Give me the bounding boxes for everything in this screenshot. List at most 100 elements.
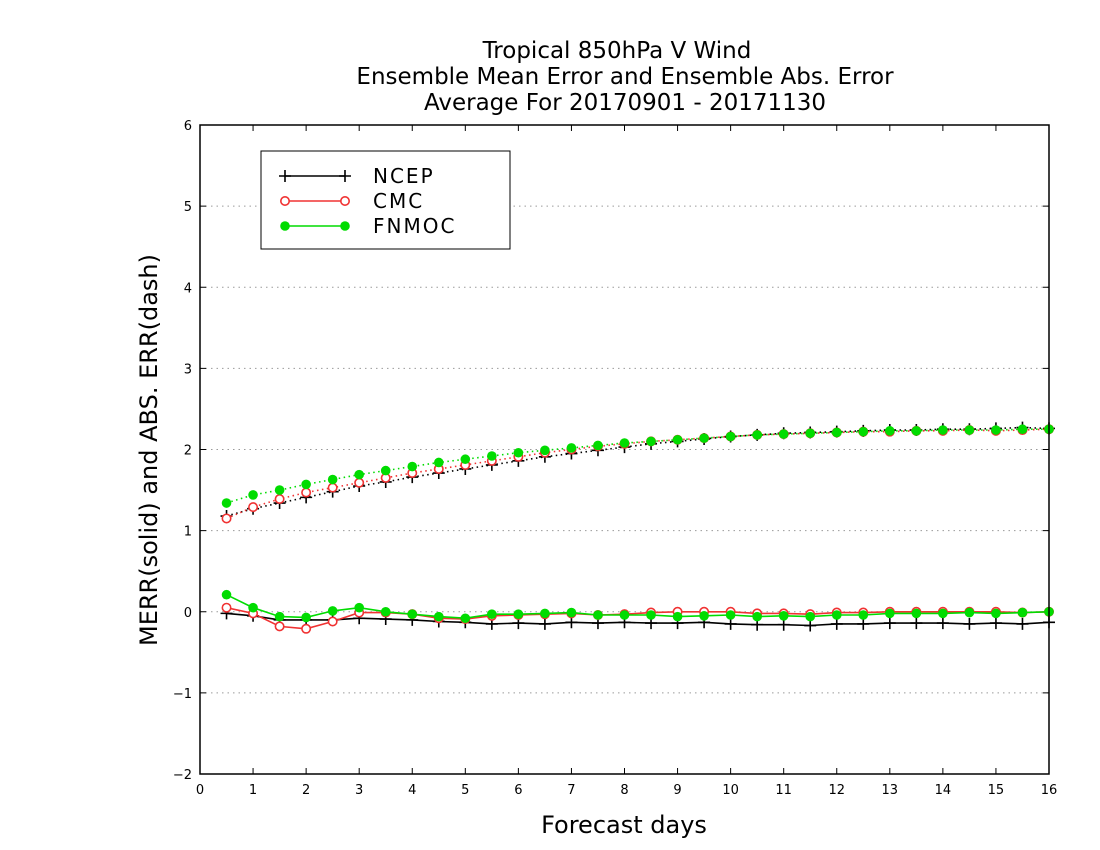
- cmc-abs-err-point: [274, 493, 285, 504]
- fnmoc-merr-point: [964, 607, 975, 618]
- ncep-merr-point: [538, 617, 551, 630]
- fnmoc-abs-err-point: [221, 498, 232, 508]
- legend-marker-cmc: [279, 196, 290, 207]
- fnmoc-abs-err-point: [433, 457, 444, 468]
- cmc-merr-point: [274, 621, 285, 632]
- x-tick-label: 10: [722, 783, 739, 798]
- fnmoc-abs-err-point: [274, 485, 285, 495]
- fnmoc-abs-err-point: [911, 426, 922, 436]
- fnmoc-merr-point: [407, 609, 418, 619]
- x-tick-label: 2: [302, 783, 310, 798]
- fnmoc-abs-err-point: [858, 426, 869, 437]
- title-line-2: Ensemble Mean Error and Ensemble Abs. Er…: [356, 64, 894, 90]
- fnmoc-abs-err-point: [513, 447, 524, 458]
- fnmoc-merr-point: [619, 610, 630, 620]
- ncep-abs-err-line: [226, 426, 1050, 517]
- legend-box: [260, 150, 511, 250]
- series-layer: [220, 421, 1055, 634]
- legend-marker-ncep: [339, 170, 351, 182]
- x-axis-label: Forecast days: [541, 811, 707, 839]
- legend-label-cmc: CMC: [373, 189, 424, 213]
- fnmoc-merr-point: [248, 602, 258, 613]
- legend-marker-fnmoc: [280, 221, 290, 231]
- fnmoc-abs-err-point: [964, 425, 975, 435]
- y-tick-label: 0: [184, 606, 192, 621]
- legend-marker-fnmoc: [340, 221, 350, 231]
- fnmoc-merr-line: [226, 593, 1050, 620]
- x-tick-label: 12: [828, 783, 845, 798]
- y-axis-label: MERR(solid) and ABS. ERR(dash): [135, 254, 163, 646]
- y-tick-label: 2: [184, 444, 192, 459]
- title-line-1: Tropical 850hPa V Wind: [482, 38, 752, 64]
- y-tick-label: 6: [184, 119, 192, 134]
- legend-marker-cmc: [339, 196, 350, 207]
- fnmoc-merr-point: [858, 610, 869, 620]
- fnmoc-abs-err-point: [540, 445, 550, 456]
- x-tick-label: 11: [775, 783, 792, 798]
- cmc-abs-err-point: [221, 513, 232, 524]
- ncep-merr-point: [1016, 617, 1029, 630]
- fnmoc-merr-point: [699, 611, 709, 621]
- fnmoc-merr-point: [752, 611, 762, 622]
- plot-frame: [199, 124, 1050, 775]
- cmc-abs-err-point: [248, 502, 259, 513]
- y-tick-label: 5: [184, 200, 192, 215]
- x-tick-label: 14: [935, 783, 952, 798]
- ncep-merr-point: [777, 618, 790, 631]
- x-tick-label: 15: [988, 783, 1005, 798]
- fnmoc-merr-point: [725, 610, 736, 620]
- cmc-merr-point: [301, 623, 312, 634]
- fnmoc-merr-point: [513, 609, 524, 619]
- fnmoc-abs-err-point: [778, 429, 789, 439]
- fnmoc-abs-err-point: [938, 425, 948, 435]
- fnmoc-merr-point: [646, 610, 656, 620]
- fnmoc-merr-point: [327, 606, 338, 616]
- fnmoc-abs-err-point: [460, 454, 471, 465]
- ncep-merr-point: [830, 617, 843, 630]
- ncep-merr-point: [910, 617, 923, 630]
- x-tick-label: 3: [355, 783, 363, 798]
- fnmoc-abs-err-point: [380, 465, 391, 476]
- fnmoc-merr-point: [938, 608, 948, 619]
- y-tick-label: 1: [184, 525, 192, 540]
- fnmoc-abs-err-point: [725, 431, 736, 442]
- cmc-abs-err-point: [327, 482, 338, 493]
- chart-title: Tropical 850hPa V Wind Ensemble Mean Err…: [356, 38, 894, 116]
- fnmoc-abs-err-point: [248, 490, 258, 500]
- y-tick-label: 4: [184, 281, 192, 296]
- fnmoc-merr-point: [460, 613, 471, 624]
- fnmoc-merr-point: [354, 602, 364, 613]
- x-tick-label: 13: [882, 783, 899, 798]
- ncep-merr-point: [989, 617, 1002, 630]
- ncep-merr-point: [936, 617, 949, 630]
- fnmoc-abs-err-point: [646, 436, 656, 447]
- fnmoc-abs-err-point: [805, 428, 816, 439]
- ncep-merr-point: [857, 617, 870, 630]
- fnmoc-merr-point: [301, 612, 311, 623]
- fnmoc-abs-err-point: [354, 469, 364, 480]
- x-tick-label: 7: [567, 783, 575, 798]
- x-tick-label: 16: [1041, 783, 1058, 798]
- fnmoc-merr-point: [911, 608, 922, 619]
- fnmoc-merr-point: [805, 611, 816, 622]
- fnmoc-merr-point: [991, 608, 1001, 619]
- fnmoc-abs-err-point: [619, 438, 630, 448]
- fnmoc-abs-err-point: [487, 451, 497, 461]
- fnmoc-merr-point: [672, 611, 683, 622]
- x-tick-label: 6: [514, 783, 522, 798]
- y-tick-label: 3: [184, 362, 192, 377]
- x-tick-label: 8: [620, 783, 628, 798]
- x-tick-label: 0: [196, 783, 204, 798]
- y-tick-label: −1: [173, 687, 192, 702]
- fnmoc-abs-err-point: [327, 474, 338, 485]
- fnmoc-merr-point: [1017, 607, 1028, 618]
- fnmoc-abs-err-point: [991, 425, 1001, 435]
- cmc-abs-err-point: [354, 477, 365, 488]
- cmc-abs-err-point: [301, 487, 312, 498]
- ncep-merr-point: [883, 617, 896, 630]
- fnmoc-merr-point: [540, 608, 550, 619]
- cmc-merr-point: [327, 616, 338, 627]
